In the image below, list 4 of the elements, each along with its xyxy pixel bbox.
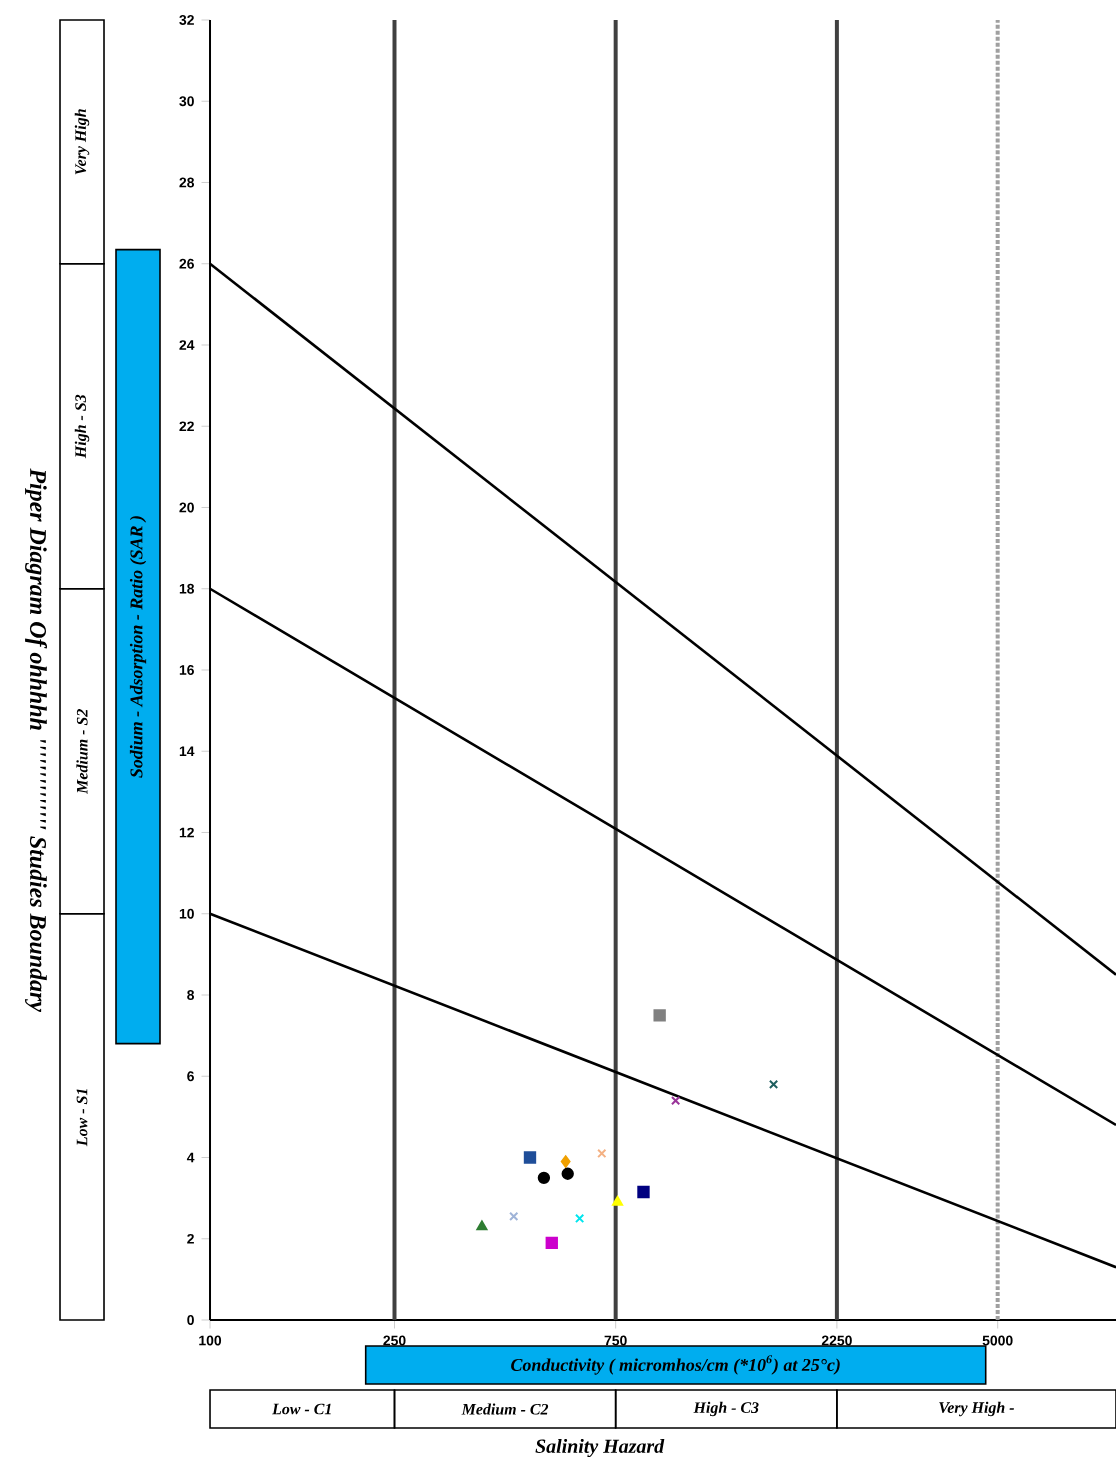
text: Salinity Hazard xyxy=(535,1438,665,1458)
x-axis-title: Conductivity ( micromhos/cm (*10$^{6}$) at 25°c) xyxy=(511,1355,840,1375)
y-axis-title: Sodium - Adsorption - Ratio (SAR ) xyxy=(129,516,147,778)
text: Piper Diagram Of ohhhhh '''''''''''''' Studies Boundary xyxy=(25,468,48,1013)
